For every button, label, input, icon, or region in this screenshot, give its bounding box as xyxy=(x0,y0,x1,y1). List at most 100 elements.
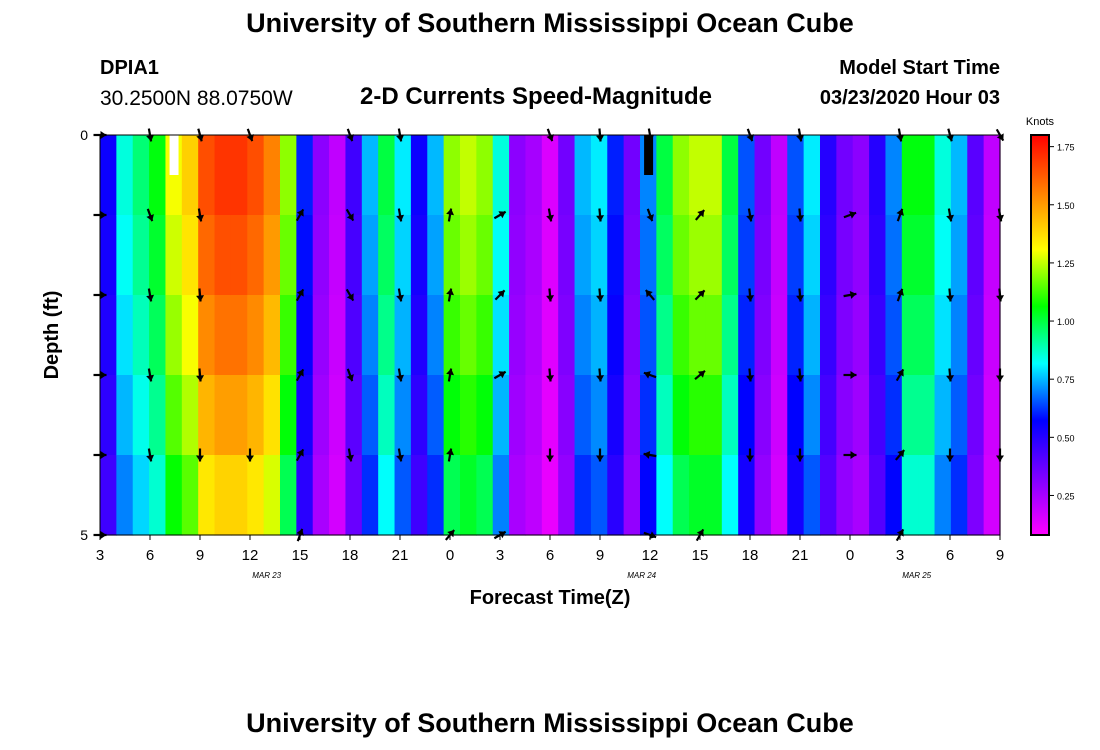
heatmap-cell xyxy=(460,135,477,216)
heatmap-cell xyxy=(230,375,248,456)
heatmap-cell xyxy=(476,455,494,536)
heatmap-cell xyxy=(623,135,641,216)
heatmap-cell xyxy=(181,135,199,216)
heatmap-cell xyxy=(754,455,772,536)
heatmap-cell xyxy=(934,375,952,456)
current-arrow xyxy=(843,451,857,459)
heatmap-cell xyxy=(541,295,559,376)
arrow-head xyxy=(146,214,154,222)
arrow-head xyxy=(346,293,354,301)
arrow-head xyxy=(246,455,254,462)
colorbar-tick-label: 1.50 xyxy=(1057,201,1075,211)
arrow-head xyxy=(446,208,455,216)
heatmap-cell xyxy=(525,295,543,376)
arrow-head xyxy=(146,294,155,302)
heatmap-cell xyxy=(296,375,314,456)
current-arrow xyxy=(396,208,405,222)
heatmap-cell xyxy=(296,295,314,376)
heatmap-cell xyxy=(345,135,363,216)
heatmap-cell xyxy=(983,455,1001,536)
current-arrow xyxy=(146,288,155,302)
heatmap-cell xyxy=(100,455,117,536)
heatmap-cell xyxy=(820,375,837,456)
arrow-head xyxy=(498,371,506,379)
heatmap-cell xyxy=(852,135,870,216)
colorbar-tick-label: 1.25 xyxy=(1057,259,1075,269)
heatmap-cell xyxy=(230,215,248,296)
arrow-head xyxy=(546,375,555,382)
heatmap-cell xyxy=(149,455,167,536)
heatmap-cell xyxy=(721,375,739,456)
heatmap-cell xyxy=(181,455,199,536)
arrow-head xyxy=(643,450,651,459)
heatmap-cell xyxy=(852,375,870,456)
current-arrow xyxy=(946,448,954,462)
heatmap-cell xyxy=(460,375,477,456)
heatmap-cell xyxy=(950,455,968,536)
heatmap-cell xyxy=(427,215,445,296)
arrow-head xyxy=(196,455,204,462)
current-arrow xyxy=(746,288,755,302)
colorbar-tick-label: 0.75 xyxy=(1057,375,1075,385)
heatmap-cell xyxy=(214,375,232,456)
arrow-head xyxy=(946,295,955,302)
current-arrow xyxy=(345,288,355,302)
heatmap-cell xyxy=(280,455,297,536)
heatmap-cell xyxy=(623,295,641,376)
heatmap-cell xyxy=(312,455,330,536)
current-arrow xyxy=(643,450,657,459)
arrow-head xyxy=(746,455,754,462)
arrow-head xyxy=(645,290,653,298)
arrow-head xyxy=(146,134,155,142)
heatmap-cell xyxy=(705,455,723,536)
plot-title: 2-D Currents Speed-Magnitude xyxy=(360,83,713,110)
heatmap-cell xyxy=(590,135,608,216)
heatmap-cell xyxy=(345,455,363,536)
missing-data-cell xyxy=(644,135,654,175)
arrow-head xyxy=(746,214,755,222)
heatmap-cell xyxy=(983,135,1001,216)
heatmap-cell xyxy=(541,215,559,296)
heatmap-cell xyxy=(803,295,821,376)
heatmap-cell xyxy=(574,455,592,536)
heatmap-cell xyxy=(149,295,167,376)
heatmap-cell xyxy=(623,375,641,456)
heatmap-cell xyxy=(950,295,968,376)
heatmap-cell xyxy=(378,295,396,376)
heatmap-cell xyxy=(869,215,887,296)
arrow-head xyxy=(849,211,857,219)
heatmap-cell xyxy=(934,135,952,216)
heatmap-cell xyxy=(492,295,510,376)
arrow-head xyxy=(796,295,805,302)
current-arrow xyxy=(596,208,605,222)
heatmap-cell xyxy=(100,295,117,376)
heatmap-cell xyxy=(361,295,379,376)
heatmap-cell xyxy=(803,375,821,456)
heatmap-cell xyxy=(509,455,527,536)
heatmap-cell xyxy=(443,215,461,296)
x-tick-label: 3 xyxy=(896,547,904,564)
heatmap-cell xyxy=(738,135,756,216)
x-tick-label: 18 xyxy=(342,547,359,564)
x-tick-label: 9 xyxy=(596,547,604,564)
heatmap-cell xyxy=(214,215,232,296)
heatmap-cell xyxy=(787,455,805,536)
x-tick-label: 12 xyxy=(642,547,659,564)
heatmap-cell xyxy=(574,295,592,376)
heatmap-cell xyxy=(640,455,657,536)
arrow-head xyxy=(896,134,905,142)
heatmap-cell xyxy=(770,135,788,216)
current-arrow xyxy=(196,448,204,462)
arrow-head xyxy=(897,450,905,458)
arrow-head xyxy=(446,448,455,456)
arrow-head xyxy=(546,214,555,222)
heatmap-cell xyxy=(885,375,903,456)
heatmap-cell xyxy=(198,375,216,456)
heatmap-cell xyxy=(116,375,134,456)
heatmap-cell xyxy=(607,375,625,456)
x-date-label: MAR 24 xyxy=(627,571,656,580)
heatmap-cell xyxy=(361,455,379,536)
heatmap-cell xyxy=(525,135,543,216)
heatmap-cell xyxy=(721,135,739,216)
colorbar-tick-label: 0.25 xyxy=(1057,491,1075,501)
